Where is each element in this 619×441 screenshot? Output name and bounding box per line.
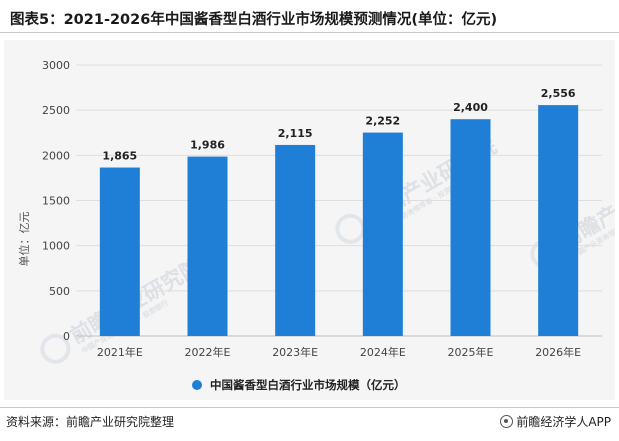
watermark-logo-icon [40, 333, 71, 364]
y-tick-label: 3000 [42, 59, 70, 72]
data-label: 2,556 [541, 87, 576, 100]
data-label: 2,400 [453, 101, 488, 114]
data-labels: 1,865 1,986 2,115 2,252 2,400 2,556 [102, 87, 575, 162]
title-divider [0, 32, 619, 33]
data-label: 2,115 [278, 127, 313, 140]
source-note: 资料来源：前瞻产业研究院整理 [6, 415, 175, 429]
bars [99, 105, 579, 336]
y-tick-label: 0 [63, 330, 70, 343]
x-tick-label: 2021年E [97, 345, 143, 359]
qianzhan-logo-icon [500, 415, 514, 428]
bar [450, 119, 491, 336]
y-tick-label: 2000 [42, 149, 70, 162]
brand-name: 前瞻经济学人APP [516, 415, 611, 429]
x-tick-label: 2025年E [448, 345, 494, 359]
data-label: 2,252 [365, 115, 400, 128]
data-label: 1,865 [102, 150, 137, 163]
footer-divider [0, 407, 619, 408]
y-tick-labels: 0 500 1000 1500 2000 2500 3000 [42, 59, 70, 343]
y-tick-label: 1000 [42, 240, 70, 253]
y-tick-label: 2500 [42, 104, 70, 117]
x-tick-label: 2026年E [535, 345, 581, 359]
y-axis-label: 单位：亿元 [17, 212, 31, 267]
bar [275, 144, 316, 336]
x-tick-label: 2022年E [185, 345, 231, 359]
gridlines [76, 64, 602, 337]
bar [99, 167, 140, 336]
watermark-logo-icon [335, 213, 366, 244]
x-tick-labels: 2021年E 2022年E 2023年E 2024年E 2025年E 2026年E [97, 345, 581, 359]
y-tick-label: 1500 [42, 195, 70, 208]
bar [187, 156, 228, 336]
bar [538, 105, 579, 336]
bar [362, 132, 403, 336]
legend-label: 中国酱香型白酒行业市场规模（亿元） [210, 378, 406, 392]
legend: 中国酱香型白酒行业市场规模（亿元） [192, 376, 406, 394]
y-tick-label: 500 [49, 285, 70, 298]
legend-swatch [192, 380, 202, 390]
chart-title: 图表5：2021-2026年中国酱香型白酒行业市场规模预测情况(单位：亿元) [10, 12, 498, 28]
data-label: 1,986 [190, 139, 225, 152]
x-tick-label: 2023年E [272, 345, 318, 359]
x-tick-label: 2024年E [360, 345, 406, 359]
brand: 前瞻经济学人APP [500, 413, 611, 430]
